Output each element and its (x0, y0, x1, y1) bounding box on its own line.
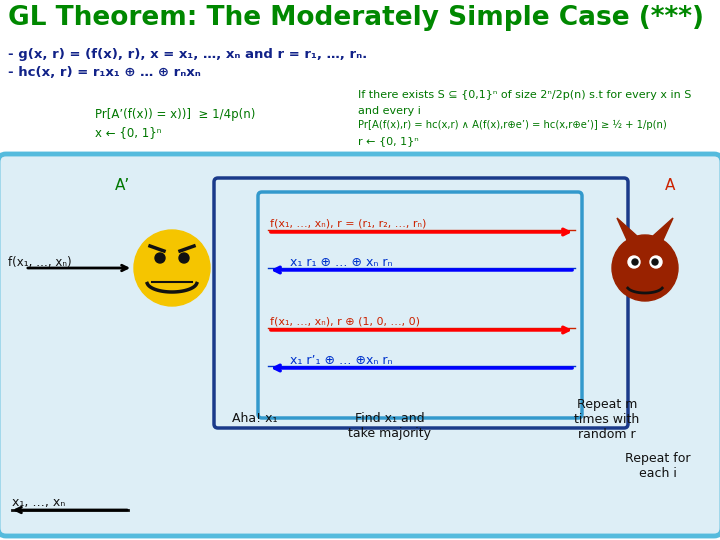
Text: and every i: and every i (358, 106, 421, 116)
Text: x₁ r’₁ ⊕ … ⊕xₙ rₙ: x₁ r’₁ ⊕ … ⊕xₙ rₙ (290, 354, 392, 367)
Polygon shape (617, 218, 637, 240)
Text: f(x₁, …, xₙ): f(x₁, …, xₙ) (8, 256, 71, 269)
Text: - hc(x, r) = r₁x₁ ⊕ … ⊕ rₙxₙ: - hc(x, r) = r₁x₁ ⊕ … ⊕ rₙxₙ (8, 66, 201, 79)
Circle shape (134, 230, 210, 306)
Text: A: A (665, 178, 675, 193)
Text: f(x₁, …, xₙ), r = (r₁, r₂, …, rₙ): f(x₁, …, xₙ), r = (r₁, r₂, …, rₙ) (270, 218, 426, 228)
Polygon shape (653, 218, 673, 240)
Circle shape (179, 253, 189, 263)
Text: GL Theorem: The Moderately Simple Case (***): GL Theorem: The Moderately Simple Case (… (8, 5, 704, 31)
Text: If there exists S ⊆ {0,1}ⁿ of size 2ⁿ/2p(n) s.t for every x in S: If there exists S ⊆ {0,1}ⁿ of size 2ⁿ/2p… (358, 90, 691, 100)
FancyBboxPatch shape (0, 154, 720, 536)
Circle shape (612, 235, 678, 301)
Text: x ← {0, 1}ⁿ: x ← {0, 1}ⁿ (95, 126, 161, 139)
Circle shape (155, 253, 165, 263)
Text: Aha! x₁: Aha! x₁ (232, 412, 277, 425)
Text: Repeat for
each i: Repeat for each i (625, 452, 690, 480)
Text: f(x₁, …, xₙ), r ⊕ (1, 0, …, 0): f(x₁, …, xₙ), r ⊕ (1, 0, …, 0) (270, 316, 420, 326)
Text: A’: A’ (115, 178, 130, 193)
Text: Pr[A’(f(x)) = x))]  ≥ 1/4p(n): Pr[A’(f(x)) = x))] ≥ 1/4p(n) (95, 108, 256, 121)
Circle shape (632, 259, 638, 265)
Text: r ← {0, 1}ⁿ: r ← {0, 1}ⁿ (358, 136, 419, 146)
Circle shape (652, 259, 658, 265)
Text: x₁ r₁ ⊕ … ⊕ xₙ rₙ: x₁ r₁ ⊕ … ⊕ xₙ rₙ (290, 256, 392, 269)
Text: - g(x, r) = (f(x), r), x = x₁, …, xₙ and r = r₁, …, rₙ.: - g(x, r) = (f(x), r), x = x₁, …, xₙ and… (8, 48, 367, 61)
Text: Find x₁ and
take majority: Find x₁ and take majority (348, 412, 431, 440)
Text: Repeat m
times with
random r: Repeat m times with random r (575, 398, 639, 441)
Circle shape (628, 256, 640, 268)
Text: x₁, …, xₙ: x₁, …, xₙ (12, 496, 66, 509)
Text: Pr[A(f(x),r) = hc(x,r) ∧ A(f(x),r⊕e’) = hc(x,r⊕e’)] ≥ ½ + 1/p(n): Pr[A(f(x),r) = hc(x,r) ∧ A(f(x),r⊕e’) = … (358, 120, 667, 130)
Circle shape (650, 256, 662, 268)
